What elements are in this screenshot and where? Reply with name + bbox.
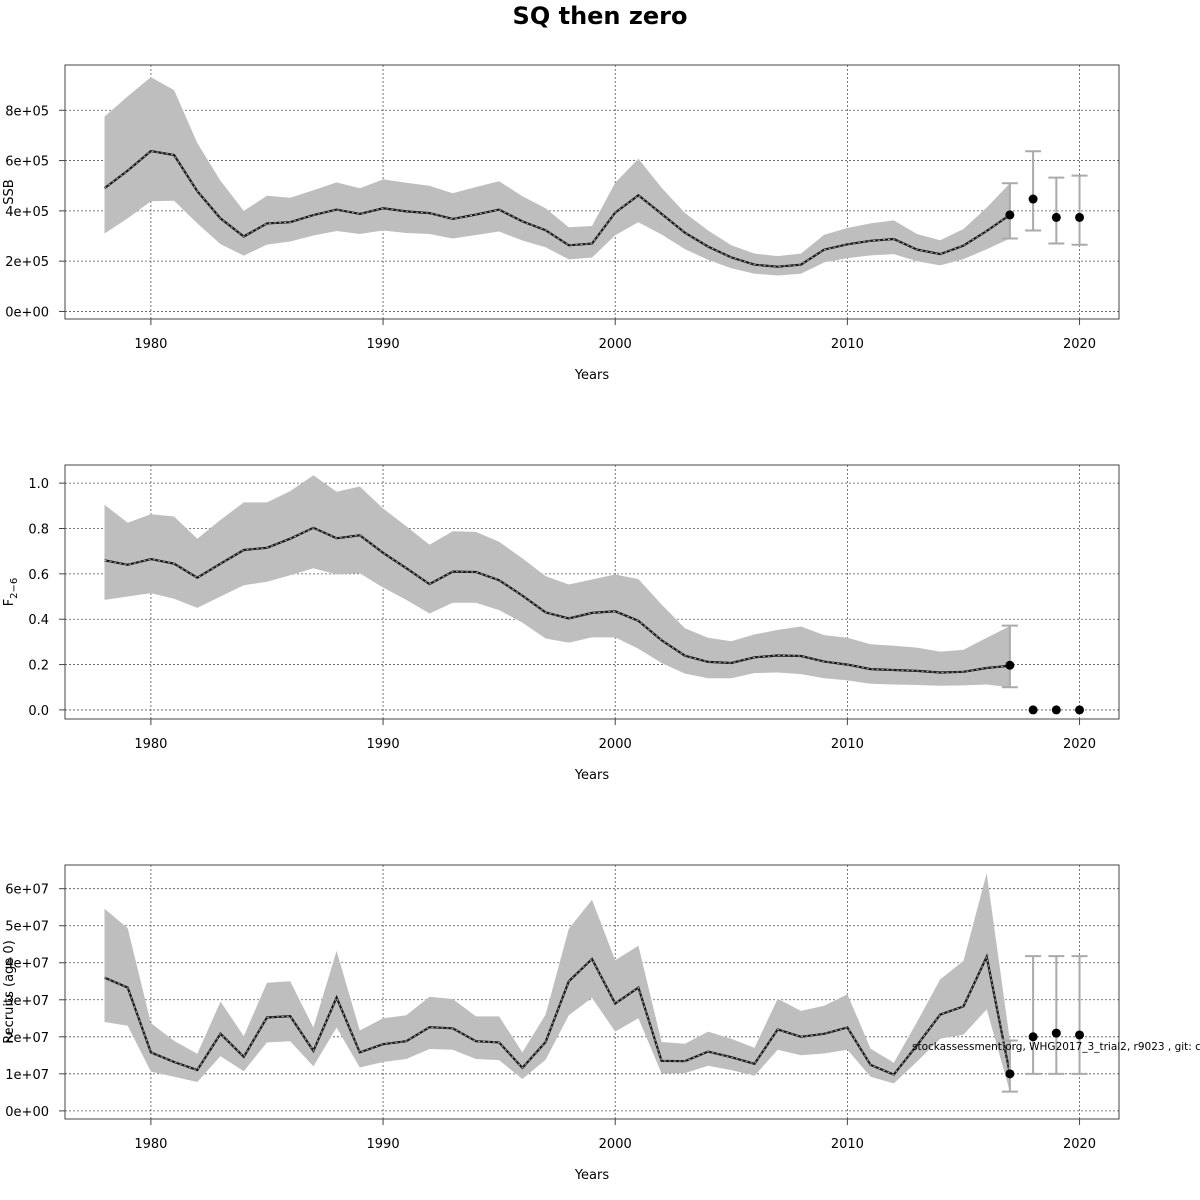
- recruits-ytick-label-0: 0e+00: [5, 1105, 49, 1120]
- ssb-panel: 1980 1990 2000 2010 2020 0e+00 2e+05 4e+05 6e+05…: [2, 64, 1120, 383]
- recruits-forecast-point-2020: [1075, 1030, 1085, 1040]
- recruits-forecast-point-2019: [1051, 1028, 1061, 1038]
- ssb-xlabel: Years: [574, 368, 610, 383]
- fbar-xtick-label-1980: 1980: [134, 737, 167, 752]
- recruits-xtick-label-1980: 1980: [134, 1137, 167, 1152]
- fbar-plot-frame: [64, 464, 1120, 720]
- ssb-ytick-label-1: 2e+05: [5, 255, 49, 270]
- recruits-xtick-label-1990: 1990: [367, 1137, 400, 1152]
- fbar-forecast-point-2017: [1005, 660, 1015, 670]
- fbar-ytick-label-0: 0.0: [28, 704, 49, 719]
- fbar-ytick-label-3: 0.6: [28, 568, 49, 583]
- fbar-confidence-band: [104, 475, 1010, 688]
- fbar-xlabel: Years: [574, 768, 610, 783]
- fbar-panel: 1980 1990 2000 2010 2020 0.0 0.2 0.4 0.6 0.8 1.0 Ye…: [2, 464, 1120, 783]
- fbar-forecast-point-2018: [1028, 705, 1038, 715]
- recruits-xtick-label-2000: 2000: [599, 1137, 632, 1152]
- fbar-forecast-point-2020: [1075, 705, 1085, 715]
- recruits-forecast-point-2017: [1005, 1069, 1015, 1079]
- recruits-ytick-label-4: 4e+07: [5, 957, 49, 972]
- ssb-forecast-point-2019: [1051, 212, 1061, 222]
- ssb-xtick-label-1990: 1990: [367, 337, 400, 352]
- credit-text: stockassessment.org, WHG2017_3_trial2, r…: [912, 1041, 1200, 1053]
- recruits-plot-frame: [64, 864, 1120, 1120]
- ssb-xtick-label-2020: 2020: [1063, 337, 1096, 352]
- ssb-xtick-label-2000: 2000: [599, 337, 632, 352]
- fbar-forecast-point-2019: [1051, 705, 1061, 715]
- recruits-confidence-band: [104, 873, 1010, 1092]
- fbar-ytick-label-1: 0.2: [28, 659, 49, 674]
- ssb-plot-frame: [64, 64, 1120, 320]
- fbar-xtick-label-2020: 2020: [1063, 737, 1096, 752]
- recruits-ytick-label-2: 2e+07: [5, 1031, 49, 1046]
- recruits-xtick-label-2010: 2010: [831, 1137, 864, 1152]
- ssb-xtick-label-1980: 1980: [134, 337, 167, 352]
- ssb-ytick-label-0: 0e+00: [5, 305, 49, 320]
- fbar-xtick-label-1990: 1990: [367, 737, 400, 752]
- recruits-ytick-label-6: 6e+07: [5, 883, 49, 898]
- recruits-ylabel: Recruits (age 0): [2, 940, 17, 1044]
- fbar-ylabel-subscript: 2−6: [9, 578, 20, 599]
- recruits-ytick-label-5: 5e+07: [5, 920, 49, 935]
- ssb-xtick-label-2010: 2010: [831, 337, 864, 352]
- recruits-xtick-label-2020: 2020: [1063, 1137, 1096, 1152]
- fbar-ytick-label-5: 1.0: [28, 477, 49, 492]
- ssb-ylabel: SSB: [2, 179, 17, 204]
- recruits-estimate-line: [104, 953, 1011, 1076]
- recruits-ytick-label-1: 1e+07: [5, 1068, 49, 1083]
- ssb-forecast-point-2017: [1005, 210, 1015, 220]
- ssb-ytick-label-2: 4e+05: [5, 205, 49, 220]
- fbar-ytick-label-4: 0.8: [28, 523, 49, 538]
- fbar-xtick-label-2010: 2010: [831, 737, 864, 752]
- ssb-forecast-point-2020: [1075, 212, 1085, 222]
- figure-title: SQ then zero: [513, 2, 688, 30]
- fbar-estimate-line: [104, 526, 1011, 674]
- fbar-ytick-label-2: 0.4: [28, 613, 49, 628]
- recruits-xlabel: Years: [574, 1168, 610, 1183]
- fbar-xtick-label-2000: 2000: [599, 737, 632, 752]
- recruits-ytick-label-3: 3e+07: [5, 994, 49, 1009]
- ssb-ytick-label-4: 8e+05: [5, 104, 49, 119]
- ssb-forecast-point-2018: [1028, 194, 1038, 204]
- recruits-panel: 1980 1990 2000 2010 2020 0e+00 1e+07 2e+07 3e+07…: [2, 864, 1120, 1183]
- recruits-forecast-point-2018: [1028, 1032, 1038, 1042]
- ssb-estimate-dash: [104, 150, 1011, 268]
- ssb-ytick-label-3: 6e+05: [5, 155, 49, 170]
- ssb-confidence-band: [104, 77, 1010, 276]
